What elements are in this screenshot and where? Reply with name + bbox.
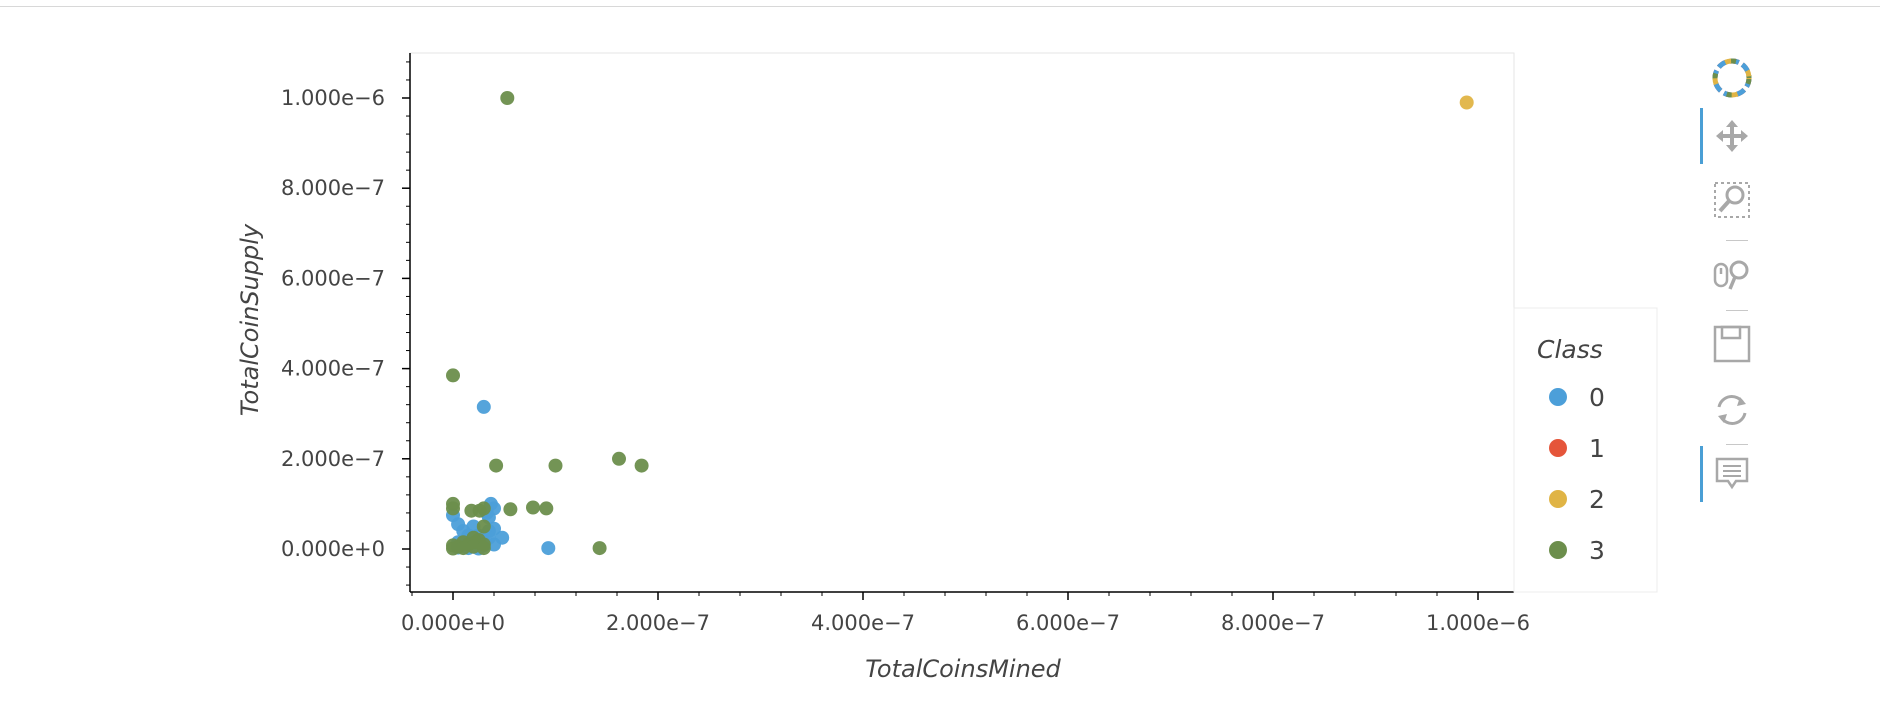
- legend: Class 0 1 2 3: [1513, 307, 1658, 593]
- hover-tool[interactable]: [1700, 446, 1760, 502]
- legend-box: [1513, 307, 1658, 593]
- y-tick-label: 1.000e−6: [281, 86, 385, 110]
- data-point-class-3: [446, 501, 460, 516]
- legend-marker-2: [1549, 490, 1567, 508]
- data-point-class-3: [476, 501, 491, 516]
- data-point-class-3: [503, 502, 518, 517]
- data-point-class-0: [476, 399, 491, 414]
- data-point-class-3: [446, 368, 460, 383]
- y-tick-label: 0.000e+0: [281, 537, 385, 561]
- top-border: [0, 0, 1880, 7]
- x-tick-label: 1.000e−6: [1426, 611, 1530, 635]
- wheel-zoom-icon: [1713, 260, 1749, 290]
- y-axis-label: TotalCoinSupply: [236, 223, 264, 416]
- x-tick-label: 4.000e−7: [811, 611, 915, 635]
- hover-icon: [1715, 457, 1749, 490]
- x-axis-label: TotalCoinsMined: [865, 655, 1061, 683]
- box-zoom-tool[interactable]: [1700, 172, 1760, 228]
- data-point-class-3: [489, 458, 504, 473]
- y-tick-label: 4.000e−7: [281, 357, 385, 381]
- x-tick-label: 2.000e−7: [606, 611, 710, 635]
- legend-title: Class: [1537, 335, 1603, 364]
- legend-marker-3: [1549, 541, 1567, 559]
- save-icon: [1713, 325, 1751, 363]
- data-point-class-3: [526, 500, 540, 515]
- legend-label-3: 3: [1589, 536, 1605, 565]
- reset-icon: [1717, 395, 1747, 425]
- data-point-class-3: [612, 451, 626, 466]
- data-point-class-0: [541, 541, 556, 556]
- pan-icon: [1716, 120, 1748, 152]
- data-point-class-3: [500, 91, 515, 105]
- legend-label-0: 0: [1589, 383, 1605, 412]
- data-point-class-3: [476, 519, 491, 534]
- wheel-zoom-tool[interactable]: [1700, 248, 1760, 304]
- bokeh-logo[interactable]: [1700, 50, 1760, 106]
- legend-label-2: 2: [1589, 485, 1605, 514]
- data-point-class-3: [634, 458, 649, 473]
- legend-marker-1: [1549, 439, 1567, 457]
- axes: 0.000e+0 2.000e−7 4.000e−7 6.000e−7 8.000e−7…: [281, 53, 1530, 635]
- legend-marker-0: [1549, 388, 1567, 406]
- x-tick-label: 6.000e−7: [1016, 611, 1120, 635]
- legend-label-1: 1: [1589, 434, 1605, 463]
- data-point-class-3: [548, 458, 563, 473]
- save-tool[interactable]: [1700, 316, 1760, 372]
- data-point-class-3: [466, 539, 481, 554]
- toolbar-separator: [1726, 310, 1748, 311]
- data-point-class-3: [539, 501, 554, 516]
- y-tick-label: 8.000e−7: [281, 176, 385, 200]
- data-point-class-2: [1459, 95, 1474, 110]
- x-tick-label: 0.000e+0: [401, 611, 505, 635]
- y-tick-label: 6.000e−7: [281, 266, 385, 290]
- reset-tool[interactable]: [1700, 382, 1760, 438]
- bokeh-logo-icon: [1712, 58, 1752, 98]
- y-tick-label: 2.000e−7: [281, 447, 385, 471]
- box-zoom-icon: [1714, 182, 1750, 218]
- data-point-class-0: [495, 530, 510, 545]
- data-point-class-3: [456, 541, 471, 556]
- plot-frame: [409, 52, 1515, 593]
- toolbar-separator: [1726, 240, 1748, 241]
- data-points: [446, 91, 1474, 556]
- data-point-class-3: [476, 541, 491, 556]
- plot-toolbar: [1700, 50, 1760, 520]
- data-point-class-3: [592, 541, 607, 556]
- x-tick-label: 8.000e−7: [1221, 611, 1325, 635]
- pan-tool[interactable]: [1700, 108, 1760, 164]
- toolbar-separator: [1726, 444, 1748, 445]
